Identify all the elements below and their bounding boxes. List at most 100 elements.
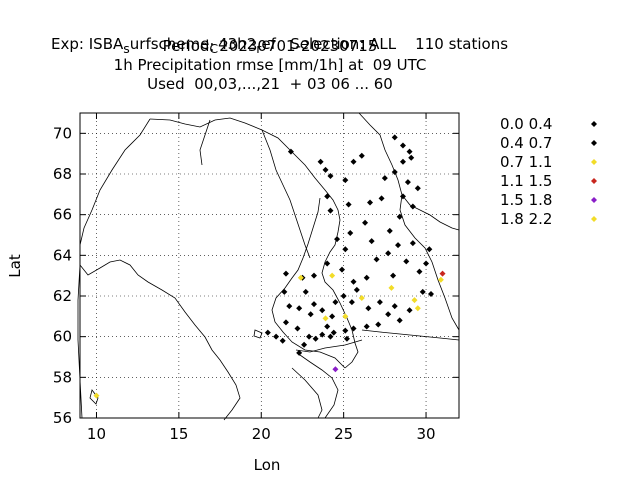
data-point xyxy=(345,201,352,208)
data-point xyxy=(353,286,360,293)
data-point xyxy=(327,333,334,340)
y-tick-label: 64 xyxy=(53,246,72,264)
legend-label: 0.0 0.4 xyxy=(500,115,552,133)
y-tick-label: 58 xyxy=(53,368,72,386)
data-point xyxy=(411,297,418,304)
y-tick-label: 60 xyxy=(53,328,72,346)
data-point xyxy=(342,246,349,253)
data-point xyxy=(324,260,331,267)
y-tick-label: 56 xyxy=(53,409,72,427)
data-point xyxy=(409,203,416,210)
data-point xyxy=(342,313,349,320)
data-point xyxy=(334,236,341,243)
data-point xyxy=(350,278,357,285)
data-point xyxy=(279,337,286,344)
data-point xyxy=(302,288,309,295)
data-point xyxy=(365,305,372,312)
data-point xyxy=(388,284,395,291)
data-point xyxy=(373,256,380,263)
data-point xyxy=(322,166,329,173)
data-point xyxy=(399,158,406,165)
data-point xyxy=(348,299,355,306)
data-point xyxy=(294,325,301,332)
data-point xyxy=(286,303,293,310)
data-point xyxy=(358,152,365,159)
data-point xyxy=(404,179,411,186)
data-point xyxy=(399,193,406,200)
data-point xyxy=(385,250,392,257)
data-point xyxy=(93,392,100,399)
grid-lines xyxy=(80,113,459,419)
legend: 0.0 0.40.4 0.70.7 1.11.1 1.51.5 1.81.8 2… xyxy=(500,115,597,228)
data-point xyxy=(406,148,413,155)
x-tick-label: 30 xyxy=(416,425,435,443)
data-point xyxy=(296,349,303,356)
data-point xyxy=(342,177,349,184)
title-exp-label: Exp: ISBA xyxy=(51,35,124,53)
y-tick-label: 70 xyxy=(53,124,72,142)
data-point xyxy=(327,173,334,180)
plot-frame xyxy=(79,112,460,419)
legend-marker xyxy=(591,121,597,127)
x-tick-label: 20 xyxy=(252,425,271,443)
data-point xyxy=(386,227,393,234)
data-point xyxy=(403,258,410,265)
title-line-1: Exp: ISBAsurfschemeC43h2ref Selection: A… xyxy=(51,35,509,56)
legend-label: 0.4 0.7 xyxy=(500,134,552,152)
data-point xyxy=(439,270,446,277)
data-point xyxy=(287,148,294,155)
data-point xyxy=(362,219,369,226)
data-point xyxy=(343,335,350,342)
data-point xyxy=(329,272,336,279)
data-point xyxy=(273,333,280,340)
x-tick-label: 15 xyxy=(169,425,188,443)
y-axis-label: Lat xyxy=(6,254,24,278)
data-point xyxy=(324,323,331,330)
data-point xyxy=(319,331,326,338)
title-line-2: Period: 20230701-20230715 xyxy=(162,37,378,55)
data-point xyxy=(378,195,385,202)
legend-label: 1.5 1.8 xyxy=(500,191,552,209)
data-point xyxy=(281,288,288,295)
coastline-map xyxy=(77,112,460,421)
legend-marker xyxy=(591,216,597,222)
data-point xyxy=(406,307,413,314)
data-point xyxy=(312,335,319,342)
data-point xyxy=(408,154,415,161)
data-point xyxy=(282,319,289,326)
data-point xyxy=(385,311,392,318)
data-point xyxy=(368,238,375,245)
data-point xyxy=(396,213,403,220)
data-point xyxy=(399,142,406,149)
data-point xyxy=(367,199,374,206)
data-point xyxy=(390,272,397,279)
data-point xyxy=(409,240,416,247)
legend-label: 1.8 2.2 xyxy=(500,210,552,228)
data-point xyxy=(358,295,365,302)
axis-ticks: 10 15 20 25 30 56 58 60 62 64 66 68 70 xyxy=(53,113,459,443)
data-point xyxy=(350,158,357,165)
data-point xyxy=(306,333,313,340)
y-tick-label: 62 xyxy=(53,287,72,305)
data-point xyxy=(301,341,308,348)
data-points xyxy=(93,134,446,399)
data-point xyxy=(375,321,382,328)
legend-label: 1.1 1.5 xyxy=(500,172,552,190)
title-line-3: 1h Precipitation rmse [mm/1h] at 09 UTC xyxy=(113,56,427,74)
data-point xyxy=(332,366,339,373)
legend-label: 0.7 1.1 xyxy=(500,153,552,171)
data-point xyxy=(391,303,398,310)
y-tick-label: 68 xyxy=(53,165,72,183)
data-point xyxy=(322,315,329,322)
title-line-4: Used 00,03,...,21 + 03 06 ... 60 xyxy=(147,75,393,93)
data-point xyxy=(395,242,402,249)
data-point xyxy=(297,274,304,281)
data-point xyxy=(310,272,317,279)
data-point xyxy=(426,246,433,253)
data-point xyxy=(296,305,303,312)
legend-marker xyxy=(591,159,597,165)
legend-marker xyxy=(591,197,597,203)
x-tick-label: 25 xyxy=(334,425,353,443)
data-point xyxy=(363,323,370,330)
